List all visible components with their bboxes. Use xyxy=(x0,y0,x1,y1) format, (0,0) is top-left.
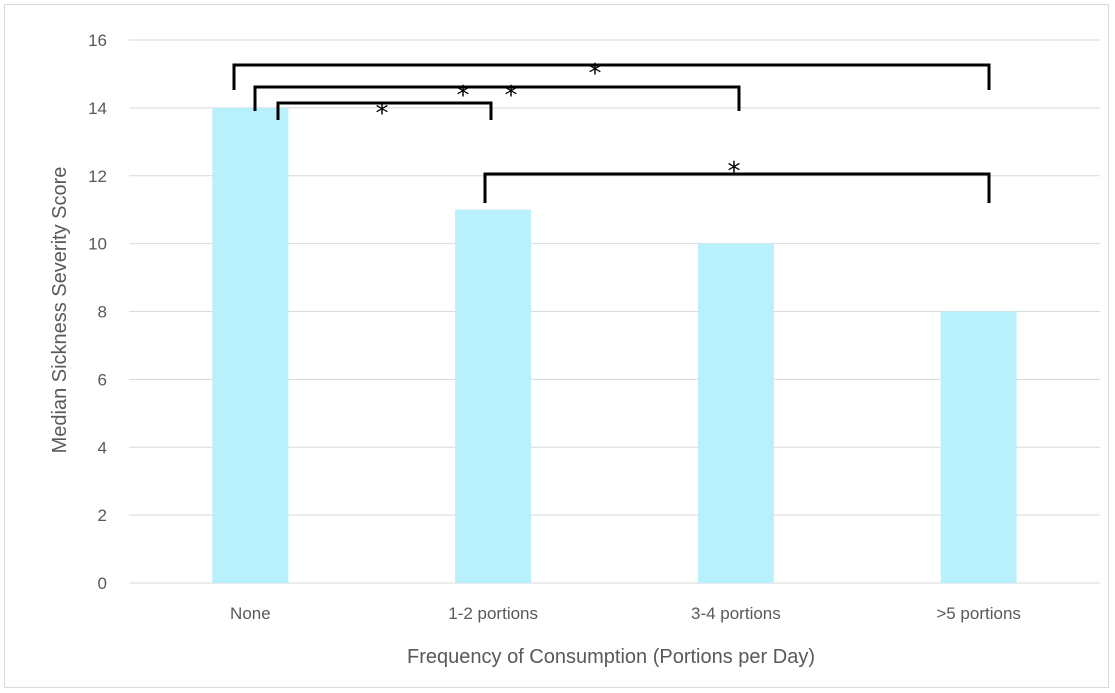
y-axis-title: Median Sickness Severity Score xyxy=(49,167,71,454)
bracket-line xyxy=(483,172,991,203)
bracket-line xyxy=(232,63,991,90)
significance-bracket: * * xyxy=(253,81,741,111)
significance-marker: * xyxy=(589,59,602,89)
gridlines xyxy=(129,39,1100,584)
significance-bracket: * xyxy=(483,157,991,203)
significance-bracket: * xyxy=(232,59,991,90)
y-tick-label: 14 xyxy=(88,99,107,118)
y-tick-label: 8 xyxy=(98,303,107,322)
bracket-line xyxy=(253,85,741,111)
x-tick-label: >5 portions xyxy=(936,604,1021,623)
x-tick-label: 3-4 portions xyxy=(691,604,781,623)
significance-bracket: * xyxy=(276,99,493,129)
x-axis-title: Frequency of Consumption (Portions per D… xyxy=(407,646,815,668)
x-tick-label: None xyxy=(230,604,271,623)
y-tick-label: 4 xyxy=(98,438,107,457)
y-tick-label: 0 xyxy=(98,574,107,593)
bars xyxy=(212,107,1017,583)
y-tick-label: 6 xyxy=(98,370,107,389)
significance-marker: * xyxy=(728,157,741,187)
x-tick-label: 1-2 portions xyxy=(448,604,538,623)
bar xyxy=(940,311,1017,583)
y-tick-label: 12 xyxy=(88,167,107,186)
x-tick-labels: None 1-2 portions 3-4 portions >5 portions xyxy=(230,604,1021,623)
significance-brackets: ** *** xyxy=(232,59,991,203)
bracket-line xyxy=(276,101,493,120)
significance-marker: * xyxy=(376,99,389,129)
bar xyxy=(455,209,532,583)
y-tick-label: 10 xyxy=(88,235,107,254)
significance-marker: * xyxy=(505,81,518,111)
y-tick-labels: 0 2 4 6 8 10 12 14 16 xyxy=(88,31,107,593)
y-tick-label: 2 xyxy=(98,506,107,525)
y-tick-label: 16 xyxy=(88,31,107,50)
significance-marker: * xyxy=(457,81,470,111)
bar xyxy=(212,107,289,583)
bar xyxy=(697,243,774,583)
chart-frame xyxy=(4,4,1109,688)
